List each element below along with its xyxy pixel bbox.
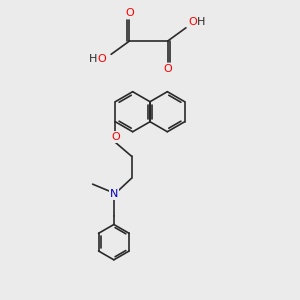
Text: O: O bbox=[188, 17, 197, 27]
Text: H: H bbox=[88, 54, 97, 64]
Text: O: O bbox=[97, 54, 106, 64]
Text: O: O bbox=[163, 64, 172, 74]
Text: O: O bbox=[125, 8, 134, 18]
Text: H: H bbox=[197, 17, 206, 27]
Text: O: O bbox=[111, 132, 120, 142]
Text: N: N bbox=[110, 190, 118, 200]
